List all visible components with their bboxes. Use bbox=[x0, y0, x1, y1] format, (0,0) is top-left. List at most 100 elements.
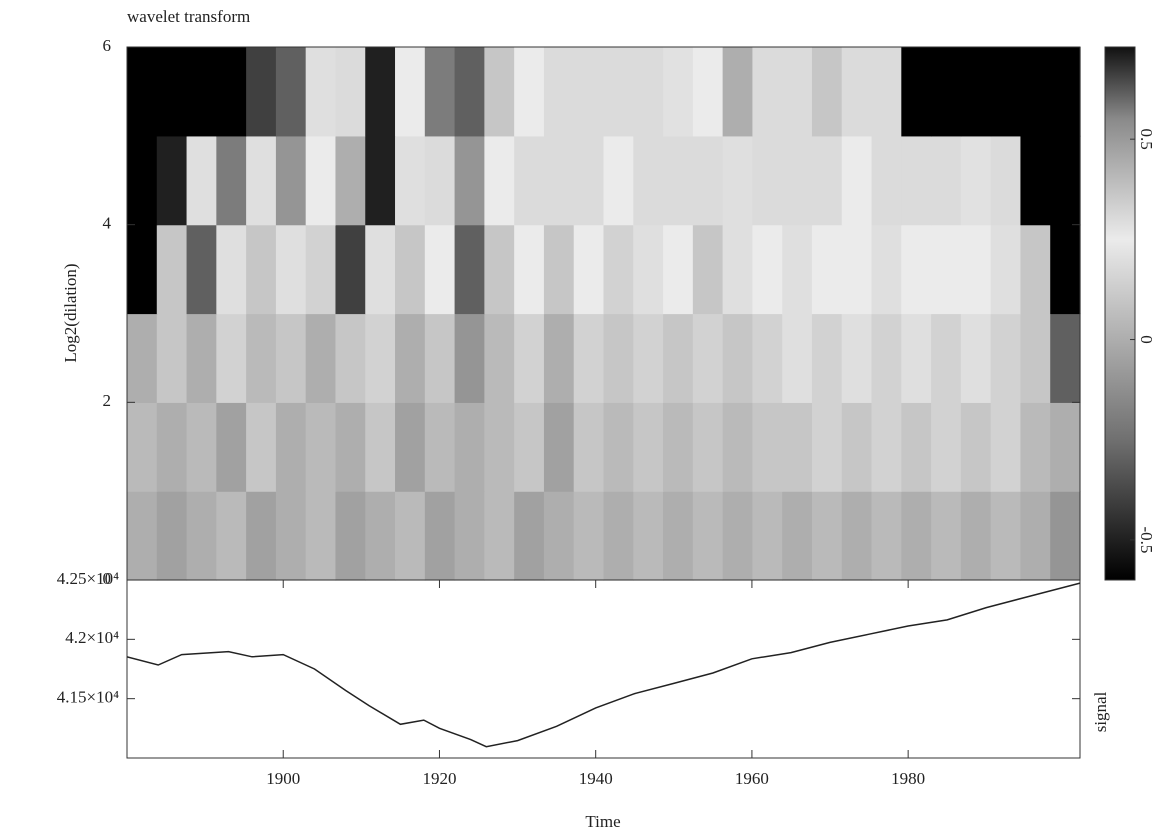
heatmap-cell bbox=[901, 135, 932, 226]
heatmap-cell bbox=[246, 313, 277, 403]
heatmap-cell bbox=[484, 491, 515, 581]
heatmap-cell bbox=[633, 135, 664, 226]
heatmap-cell bbox=[424, 402, 456, 492]
heatmap-cell bbox=[841, 402, 873, 492]
heatmap-cell bbox=[305, 224, 337, 315]
heatmap-cell bbox=[127, 47, 158, 137]
heatmap-cell bbox=[901, 491, 932, 581]
heatmap-cell bbox=[990, 47, 1022, 137]
heatmap-cell bbox=[216, 491, 247, 581]
heatmap-cell bbox=[841, 135, 873, 226]
heatmap-cell bbox=[931, 313, 962, 403]
heatmap-cell bbox=[365, 402, 396, 492]
heatmap-cell bbox=[395, 313, 426, 403]
heatmap-cell bbox=[1050, 313, 1081, 403]
heatmap-cell bbox=[990, 135, 1022, 226]
heatmap-cell bbox=[216, 224, 247, 315]
x-tick-label: 1940 bbox=[579, 769, 613, 788]
heatmap-cell bbox=[663, 224, 694, 315]
heatmap-cell bbox=[752, 135, 783, 226]
heatmap-cell bbox=[931, 224, 962, 315]
heatmap-cell bbox=[722, 47, 754, 137]
heatmap-cell bbox=[633, 491, 664, 581]
heatmap-cell bbox=[752, 491, 783, 581]
heatmap-cell bbox=[395, 224, 426, 315]
heatmap-cell bbox=[722, 313, 754, 403]
x-tick-label: 1920 bbox=[422, 769, 456, 788]
heatmap-cell bbox=[514, 491, 545, 581]
heatmap-cell bbox=[1050, 224, 1081, 315]
heatmap-cell bbox=[246, 135, 277, 226]
heatmap-cell bbox=[573, 402, 605, 492]
colorbar-tick-label: -0.5 bbox=[1137, 526, 1152, 553]
heatmap-cell bbox=[901, 224, 932, 315]
heatmap-cell bbox=[931, 491, 962, 581]
heatmap-cell bbox=[454, 47, 485, 137]
heatmap-cell bbox=[335, 135, 366, 226]
heatmap-cell bbox=[454, 135, 485, 226]
heatmap-cell bbox=[752, 402, 783, 492]
heatmap-cell bbox=[841, 47, 873, 137]
heatmap-cell bbox=[573, 491, 605, 581]
heatmap-cell bbox=[335, 47, 366, 137]
heatmap-cell bbox=[663, 491, 694, 581]
heatmap-cell bbox=[663, 313, 694, 403]
heatmap-cell bbox=[573, 135, 605, 226]
heatmap-cell bbox=[275, 224, 307, 315]
x-tick-label: 1960 bbox=[735, 769, 769, 788]
heatmap-cell bbox=[514, 135, 545, 226]
heatmap-cell bbox=[960, 224, 992, 315]
heatmap-cell bbox=[633, 313, 664, 403]
heatmap-cell bbox=[603, 224, 634, 315]
heatmap-cell bbox=[633, 402, 664, 492]
heatmap-cell bbox=[960, 135, 992, 226]
heatmap-cell bbox=[216, 402, 247, 492]
heatmap-cell bbox=[395, 491, 426, 581]
heatmap-cell bbox=[901, 47, 932, 137]
heatmap-cell bbox=[692, 313, 724, 403]
heatmap-cell bbox=[305, 47, 337, 137]
heatmap-cell bbox=[365, 135, 396, 226]
heatmap-cell bbox=[841, 313, 873, 403]
heatmap-cell bbox=[871, 135, 902, 226]
heatmap-cell bbox=[395, 402, 426, 492]
heatmap-cell bbox=[424, 313, 456, 403]
heatmap-cell bbox=[424, 135, 456, 226]
y-tick-label: 6 bbox=[103, 36, 112, 55]
heatmap-cell bbox=[246, 224, 277, 315]
heatmap-cell bbox=[216, 313, 247, 403]
heatmap-cell bbox=[811, 491, 843, 581]
heatmap-cell bbox=[186, 224, 217, 315]
heatmap-cell bbox=[811, 135, 843, 226]
heatmap-cell bbox=[573, 313, 605, 403]
heatmap-cell bbox=[156, 135, 188, 226]
heatmap-cell bbox=[663, 402, 694, 492]
heatmap-cell bbox=[811, 402, 843, 492]
heatmap-cell bbox=[365, 491, 396, 581]
heatmap-cell bbox=[841, 491, 873, 581]
heatmap-cell bbox=[186, 402, 217, 492]
heatmap-cell bbox=[722, 224, 754, 315]
heatmap-cell bbox=[484, 402, 515, 492]
heatmap-cell bbox=[335, 491, 366, 581]
heatmap-cell bbox=[782, 135, 813, 226]
heatmap-cell bbox=[1050, 47, 1081, 137]
heatmap-cell bbox=[484, 135, 515, 226]
heatmap-cell bbox=[1050, 402, 1081, 492]
colorbar-tick-label: 0.5 bbox=[1137, 129, 1152, 150]
heatmap-cell bbox=[692, 135, 724, 226]
heatmap-cell bbox=[692, 47, 724, 137]
heatmap-cell bbox=[901, 313, 932, 403]
heatmap-cell bbox=[603, 491, 634, 581]
heatmap-cell bbox=[216, 47, 247, 137]
heatmap-cell bbox=[871, 47, 902, 137]
y-axis-label: Log2(dilation) bbox=[61, 263, 80, 362]
heatmap-cell bbox=[990, 313, 1022, 403]
heatmap-cell bbox=[186, 135, 217, 226]
heatmap-cell bbox=[305, 313, 337, 403]
heatmap-cell bbox=[305, 491, 337, 581]
heatmap-cell bbox=[305, 135, 337, 226]
colorbar bbox=[1104, 46, 1136, 581]
heatmap-cell bbox=[365, 224, 396, 315]
